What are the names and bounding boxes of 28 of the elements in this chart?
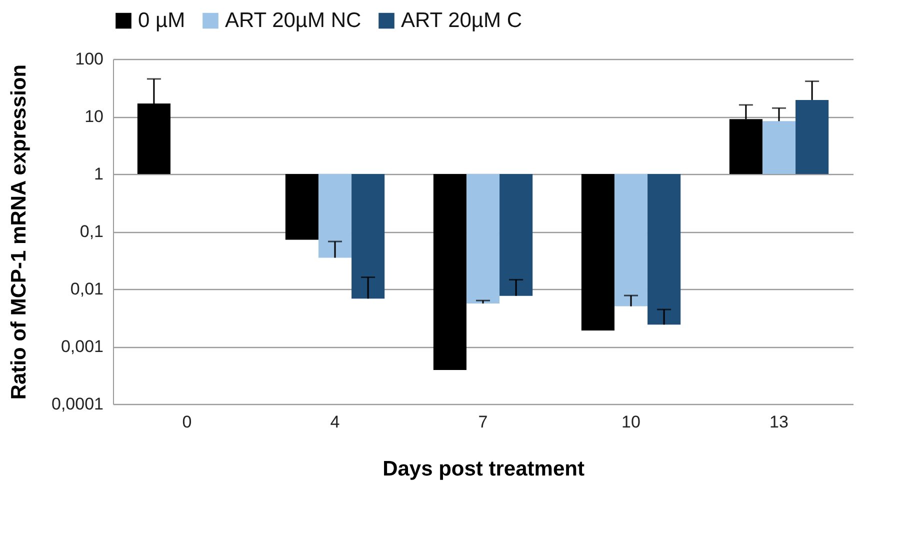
bar	[796, 100, 829, 174]
x-axis-title: Days post treatment	[382, 458, 584, 480]
y-tick-label: 0,01	[70, 280, 104, 298]
bar	[581, 174, 614, 330]
legend-label: ART 20µM NC	[225, 8, 362, 32]
legend-label: 0 µM	[138, 8, 186, 32]
y-tick-label: 0,0001	[52, 394, 104, 414]
bar	[285, 174, 318, 240]
y-tick-label: 100	[75, 50, 104, 68]
y-axis-title: Ratio of MCP-1 mRNA expression	[8, 64, 31, 400]
y-tick-label: 0,001	[60, 337, 104, 356]
bar	[648, 174, 681, 325]
x-tick-label: 4	[330, 412, 340, 432]
bar	[500, 174, 533, 296]
y-tick-label: 10	[84, 107, 104, 126]
bar	[433, 174, 466, 370]
bar	[318, 174, 352, 258]
y-tick-label: 1	[94, 164, 104, 184]
y-tick-label: 0,1	[80, 222, 104, 241]
bar	[614, 174, 648, 306]
x-tick-label: 13	[770, 412, 788, 432]
x-tick-label: 7	[478, 412, 488, 432]
legend-label: ART 20µM C	[401, 8, 522, 32]
bar	[352, 174, 385, 299]
bar	[762, 121, 796, 174]
x-tick-label: 0	[182, 412, 192, 432]
bar	[466, 174, 500, 304]
x-tick-label: 10	[622, 412, 640, 432]
